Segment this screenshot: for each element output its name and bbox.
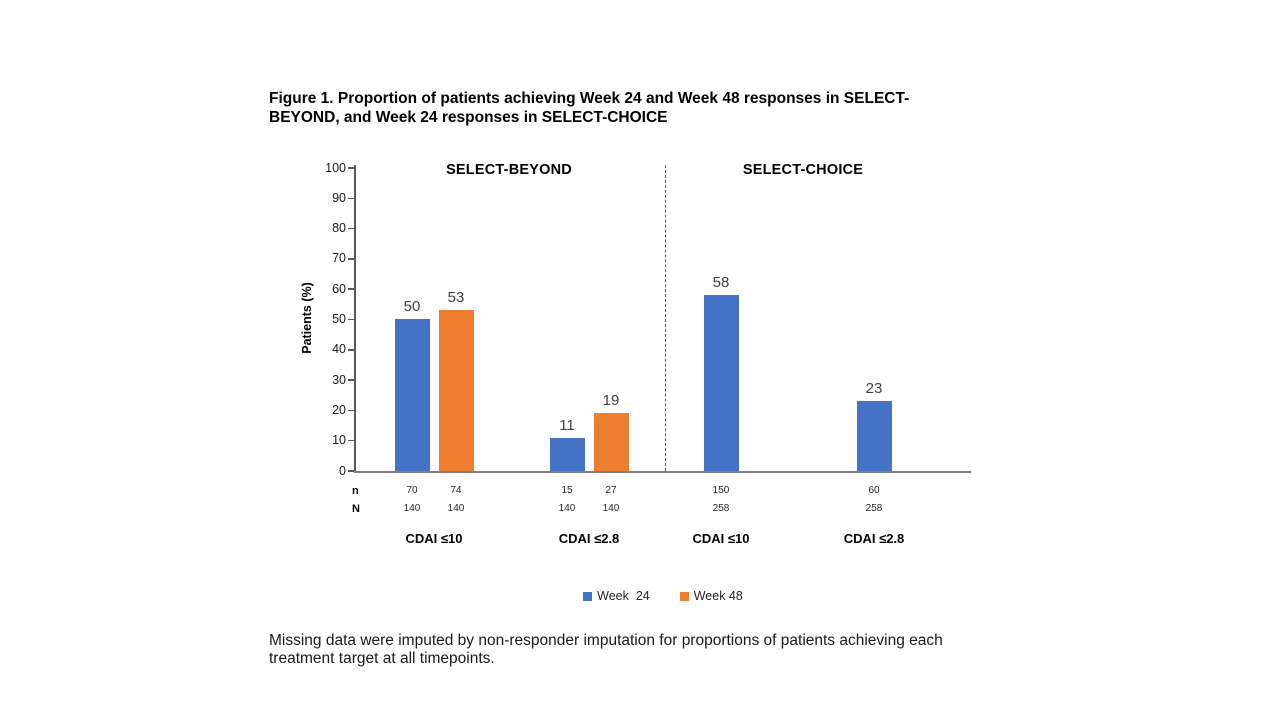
category-label: CDAI ≤10 <box>405 531 463 546</box>
y-tick-label: 40 <box>332 342 346 357</box>
bar-value-label: 23 <box>865 380 883 397</box>
category-label: CDAI ≤10 <box>692 531 750 546</box>
y-tick-label: 20 <box>332 402 346 417</box>
panel-title: SELECT-BEYOND <box>446 162 572 178</box>
y-tick-label: 10 <box>332 433 346 448</box>
y-tick-label: 100 <box>325 160 346 175</box>
legend-item: Week 48 <box>679 589 743 603</box>
panel-divider-line <box>665 165 666 471</box>
y-tick-mark <box>348 439 354 442</box>
n-value: 60 <box>868 485 880 496</box>
x-axis-line <box>354 471 971 473</box>
y-tick-mark <box>348 349 354 351</box>
panel-title: SELECT-CHOICE <box>742 162 864 178</box>
y-tick-mark <box>348 288 354 290</box>
y-tick-mark <box>348 409 354 412</box>
y-tick-label: 80 <box>332 221 346 236</box>
y-tick-label: 90 <box>332 190 346 205</box>
N-value: 140 <box>447 503 465 514</box>
category-label: CDAI ≤2.8 <box>843 531 905 546</box>
bar-week24 <box>550 438 585 471</box>
N-value: 140 <box>403 503 421 514</box>
chart-legend: Week 24 Week 48 <box>355 589 971 603</box>
bar-week24 <box>857 401 892 471</box>
n-value: 150 <box>712 485 730 496</box>
n-value: 15 <box>561 485 573 496</box>
legend-label: Week 48 <box>693 589 743 603</box>
y-tick-mark <box>348 258 354 260</box>
bar-value-label: 58 <box>712 274 730 291</box>
y-axis-line <box>354 165 356 471</box>
bar-week24 <box>395 319 430 471</box>
figure-footnote: Missing data were imputed by non-respond… <box>269 632 943 668</box>
n-value: 74 <box>450 485 462 496</box>
y-tick-mark <box>348 379 354 381</box>
legend-item: Week 24 <box>583 589 650 603</box>
y-tick-label: 60 <box>332 281 346 296</box>
y-tick-label: 0 <box>339 463 346 478</box>
y-tick-mark <box>348 227 354 230</box>
bar-week48 <box>594 413 629 471</box>
bar-value-label: 19 <box>602 392 620 409</box>
y-tick-label: 30 <box>332 372 346 387</box>
y-tick-mark <box>348 197 354 200</box>
y-tick-mark <box>348 167 354 169</box>
legend-swatch-icon <box>583 591 593 601</box>
y-tick-mark <box>348 470 354 472</box>
bar-week24 <box>704 295 739 471</box>
N-value: 140 <box>602 503 620 514</box>
N-value: 258 <box>712 503 730 514</box>
N-value: 258 <box>865 503 883 514</box>
y-tick-label: 50 <box>332 312 346 326</box>
bar-value-label: 50 <box>403 298 421 315</box>
N-value: 140 <box>558 503 576 514</box>
n-value: 27 <box>605 485 617 496</box>
legend-swatch-icon <box>679 591 689 601</box>
figure-title: Figure 1. Proportion of patients achievi… <box>269 90 910 126</box>
category-label: CDAI ≤2.8 <box>558 531 620 546</box>
row-label-n: n <box>352 485 359 497</box>
bar-week48 <box>439 310 474 471</box>
bar-value-label: 11 <box>559 417 575 434</box>
y-tick-label: 70 <box>332 251 346 266</box>
y-tick-mark <box>348 318 354 321</box>
legend-label: Week 24 <box>597 589 650 603</box>
row-label-N: N <box>352 503 360 515</box>
bar-value-label: 53 <box>447 289 465 306</box>
n-value: 70 <box>406 485 418 496</box>
